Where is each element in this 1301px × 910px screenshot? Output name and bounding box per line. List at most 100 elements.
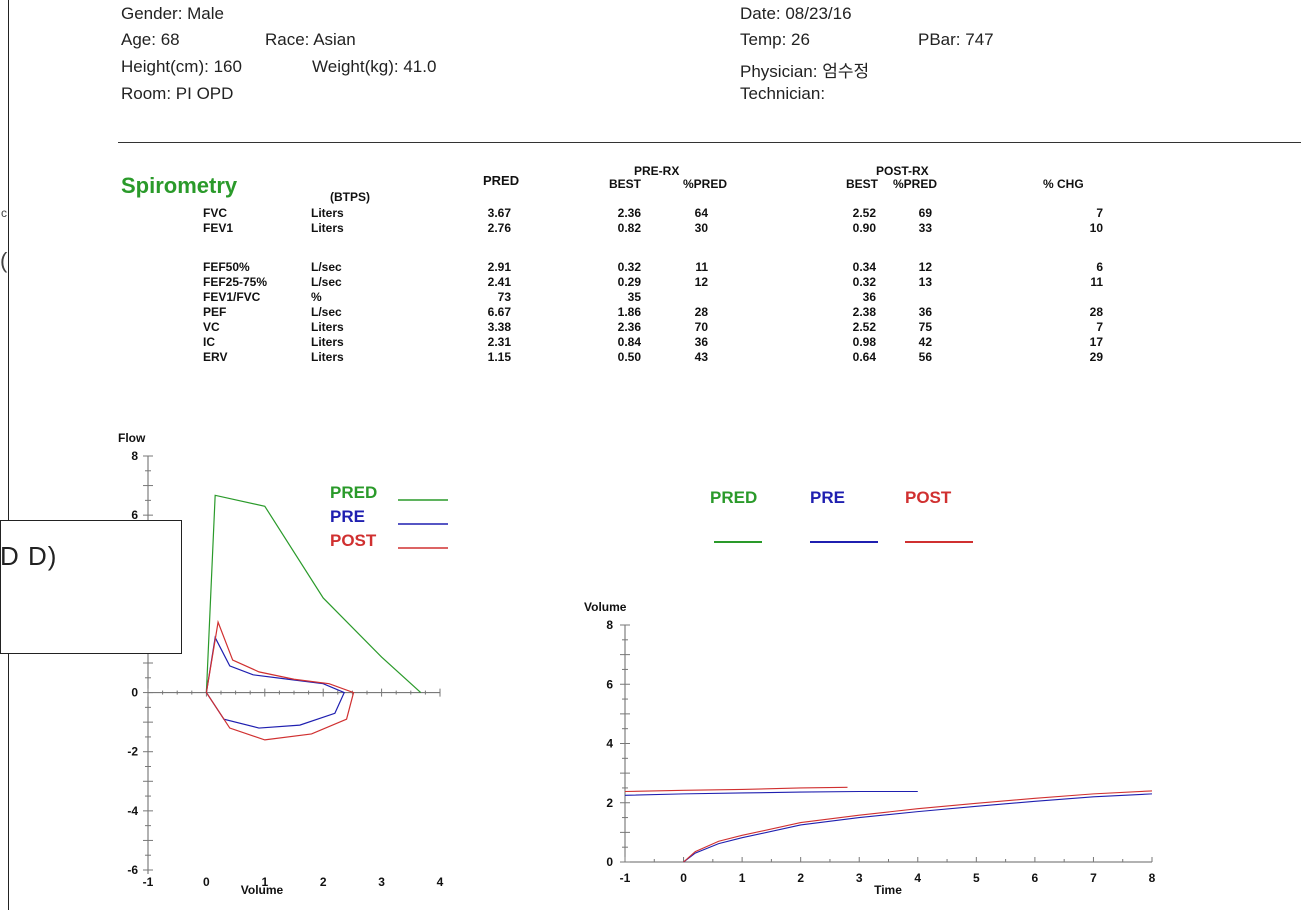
pre-pct-value: 43	[694, 350, 708, 364]
y-tick-label: -6	[127, 863, 138, 877]
post-pct-value: 12	[918, 260, 932, 274]
pre-best-value: 0.32	[617, 260, 641, 274]
post-pct-value: 42	[918, 335, 932, 349]
col-post-best: BEST	[846, 177, 879, 191]
param-name: FEV1	[203, 221, 234, 235]
y-tick-label: 8	[606, 618, 613, 632]
col-pred: PRED	[483, 173, 520, 188]
pre-pct-value: 28	[694, 305, 708, 319]
param-name: FVC	[203, 206, 227, 220]
patient-gender: Gender: Male	[121, 4, 224, 23]
legend-label-pre: PRE	[810, 488, 845, 507]
pred-value: 3.38	[487, 320, 511, 334]
y-tick-label: 6	[131, 508, 138, 522]
legend-label-post: POST	[330, 531, 377, 550]
pred-value: 3.67	[487, 206, 511, 220]
chg-value: 6	[1096, 260, 1103, 274]
y-tick-label: 4	[606, 737, 613, 751]
col-post-pct: %PRED	[893, 177, 938, 191]
pred-value: 1.15	[487, 350, 511, 364]
col-pre-rx: PRE-RX	[634, 164, 680, 178]
overlay-box	[0, 520, 182, 654]
y-tick-label: -2	[127, 745, 138, 759]
overlay-text: D D)	[0, 541, 58, 571]
series-pre-curve	[683, 793, 1153, 863]
legend-label-pre: PRE	[330, 507, 365, 526]
x-tick-label: 5	[973, 871, 980, 885]
pre-best-value: 0.50	[617, 350, 641, 364]
x-tick-label: -1	[620, 871, 631, 885]
pre-best-value: 0.82	[617, 221, 641, 235]
col-pre-pct: %PRED	[683, 177, 728, 191]
param-unit: L/sec	[311, 305, 342, 319]
param-name: ERV	[203, 350, 228, 364]
y-tick-label: 0	[131, 686, 138, 700]
y-tick-label: 0	[606, 855, 613, 869]
report-page	[8, 0, 1301, 910]
post-best-value: 2.52	[852, 206, 876, 220]
post-best-value: 0.90	[852, 221, 876, 235]
series-post-baseline-curve	[624, 786, 848, 793]
header-divider	[118, 142, 1301, 143]
volume-time-chart: 8 6 4 2 0 -1 0 1 2 3 4 5 6 7 8 Volume Time PRED PRE POST	[584, 488, 1156, 897]
spirometry-title: Spirometry	[121, 173, 238, 198]
post-best-value: 0.34	[852, 260, 876, 274]
pre-pct-value: 30	[694, 221, 708, 235]
series-post-curve	[683, 790, 1153, 863]
post-best-value: 0.64	[852, 350, 876, 364]
x-tick-label: 4	[914, 871, 921, 885]
param-unit: Liters	[311, 320, 344, 334]
col-chg: % CHG	[1043, 177, 1084, 191]
param-name: PEF	[203, 305, 227, 319]
post-pct-value: 36	[918, 305, 932, 319]
param-unit: Liters	[311, 206, 344, 220]
post-pct-value: 56	[918, 350, 932, 364]
pred-value: 2.76	[487, 221, 511, 235]
flow-volume-chart: 8 6 0 -2 -4 -6 -1 0 1 2 3 4 Flow Volume PRED PRE POST	[118, 431, 448, 897]
pre-best-value: 0.29	[617, 275, 641, 289]
x-tick-label: 2	[320, 875, 327, 889]
series-pred-curve	[205, 494, 422, 694]
x-tick-label: 7	[1090, 871, 1097, 885]
x-tick-label: 6	[1032, 871, 1039, 885]
y-axis-label: Volume	[584, 600, 627, 614]
pre-pct-value: 12	[694, 275, 708, 289]
test-date: Date: 08/23/16	[740, 4, 852, 23]
post-pct-value: 13	[918, 275, 932, 289]
series-pre-baseline-curve	[624, 790, 918, 796]
pred-value: 6.67	[487, 305, 511, 319]
x-tick-label: 2	[797, 871, 804, 885]
pre-pct-value: 36	[694, 335, 708, 349]
x-tick-label: -1	[143, 875, 154, 889]
legend-label-pred: PRED	[330, 483, 377, 502]
x-axis-label: Volume	[241, 883, 284, 897]
edge-mark-paren: (	[0, 248, 8, 273]
technician: Technician:	[740, 84, 826, 103]
pre-pct-value: 64	[694, 206, 708, 220]
col-pre-best: BEST	[609, 177, 642, 191]
post-best-value: 0.98	[852, 335, 876, 349]
pre-best-value: 2.36	[617, 206, 641, 220]
post-best-value: 36	[862, 290, 876, 304]
test-pbar: PBar: 747	[918, 30, 994, 49]
chg-value: 7	[1096, 320, 1103, 334]
post-pct-value: 75	[918, 320, 932, 334]
physician: Physician: 엄수정	[740, 62, 870, 81]
param-name: IC	[203, 335, 215, 349]
btps-label: (BTPS)	[330, 190, 370, 204]
param-name: FEV1/FVC	[203, 290, 261, 304]
patient-age: Age: 68	[121, 30, 180, 49]
pred-value: 2.41	[487, 275, 511, 289]
x-tick-label: 1	[261, 875, 268, 889]
x-tick-label: 0	[203, 875, 210, 889]
y-tick-label: 6	[606, 677, 613, 691]
x-tick-label: 0	[680, 871, 687, 885]
pre-best-value: 2.36	[617, 320, 641, 334]
param-unit: Liters	[311, 221, 344, 235]
edge-mark-c: c	[1, 206, 7, 220]
param-name: FEF50%	[203, 260, 250, 274]
patient-room: Room: PI OPD	[121, 84, 234, 103]
param-unit: L/sec	[311, 260, 342, 274]
x-tick-label: 8	[1149, 871, 1156, 885]
x-tick-label: 1	[739, 871, 746, 885]
